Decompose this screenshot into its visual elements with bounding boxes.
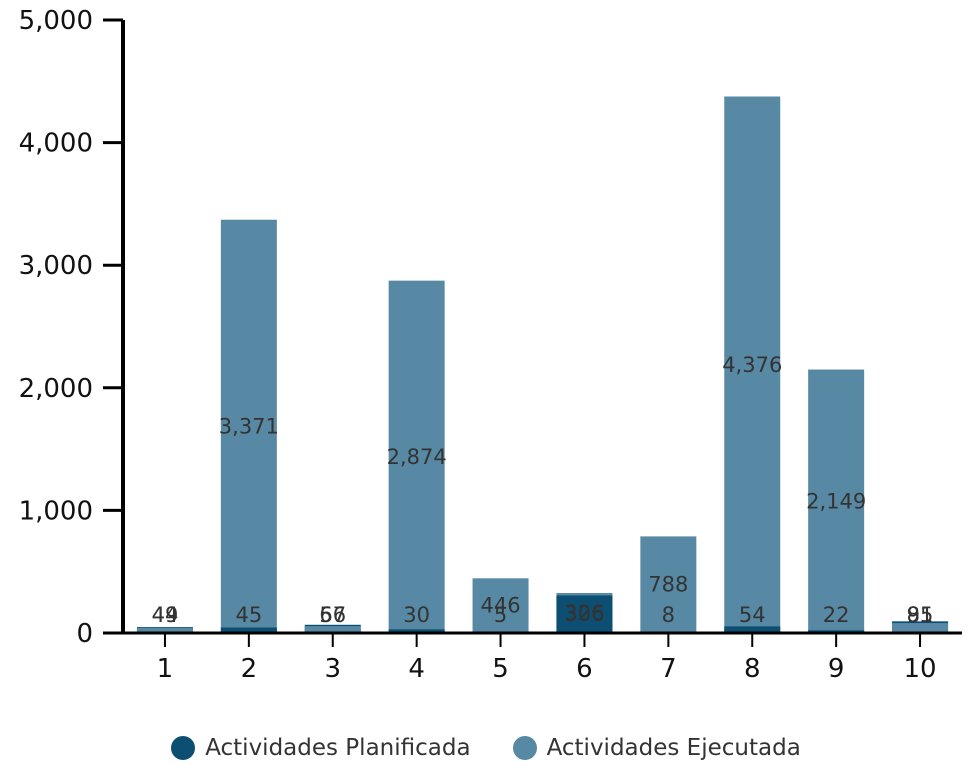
data-label-ejecutada: 4,376 bbox=[722, 353, 782, 377]
bar-ejecutada bbox=[808, 369, 865, 633]
legend-item-planificada[interactable]: Actividades Planificada bbox=[171, 735, 471, 761]
bar-ejecutada bbox=[892, 623, 949, 633]
legend-swatch bbox=[512, 736, 537, 760]
legend-label: Actividades Planificada bbox=[205, 735, 471, 761]
x-tick-label: 8 bbox=[744, 654, 761, 684]
data-label-ejecutada: 446 bbox=[481, 594, 521, 618]
data-label-planificada: 67 bbox=[319, 603, 346, 627]
bars-group bbox=[136, 96, 949, 634]
y-tick-label: 3,000 bbox=[19, 251, 93, 281]
data-label-planificada: 45 bbox=[235, 603, 262, 627]
data-label-planificada: 30 bbox=[403, 603, 430, 627]
data-label-ejecutada: 788 bbox=[648, 573, 688, 597]
data-label-ejecutada: 81 bbox=[907, 603, 934, 627]
y-tick-label: 0 bbox=[76, 619, 93, 649]
data-label-planificada: 5 bbox=[494, 603, 507, 627]
x-ticks-group: 1 2 3 4 5 6 7 8 9 10 bbox=[157, 633, 937, 684]
x-tick-label: 4 bbox=[408, 654, 425, 684]
data-label-planificada: 22 bbox=[823, 603, 850, 627]
bar-ejecutada bbox=[724, 96, 781, 634]
x-tick-label: 2 bbox=[241, 654, 258, 684]
y-tick-label: 2,000 bbox=[19, 374, 93, 404]
x-tick-label: 9 bbox=[828, 654, 845, 684]
x-tick-label: 5 bbox=[492, 654, 509, 684]
x-tick-label: 3 bbox=[324, 654, 341, 684]
legend-swatch bbox=[171, 736, 196, 760]
y-tick-label: 4,000 bbox=[19, 129, 93, 159]
data-label-ejecutada: 3,371 bbox=[219, 414, 279, 438]
data-label-planificada: 306 bbox=[564, 602, 604, 626]
bar-ejecutada bbox=[136, 627, 193, 633]
bar-planificada bbox=[556, 595, 613, 633]
data-label-planificada: 54 bbox=[739, 603, 766, 627]
x-tick-label: 6 bbox=[576, 654, 593, 684]
legend-item-ejecutada[interactable]: Actividades Ejecutada bbox=[512, 735, 801, 761]
bar-planificada bbox=[388, 629, 445, 633]
legend: Actividades Planificada Actividades Ejecu… bbox=[0, 735, 972, 761]
data-label-ejecutada: 2,149 bbox=[806, 489, 866, 513]
y-tick-label: 1,000 bbox=[19, 496, 93, 526]
data-label-ejecutada: 56 bbox=[319, 603, 346, 627]
data-label-ejecutada: 2,874 bbox=[387, 445, 447, 469]
x-tick-label: 10 bbox=[904, 654, 937, 684]
y-tick-label: 5,000 bbox=[19, 6, 93, 36]
data-label-planificada: 49 bbox=[152, 603, 179, 627]
axes-group bbox=[121, 20, 962, 635]
bar-ejecutada bbox=[640, 536, 697, 633]
bar-ejecutada bbox=[220, 219, 277, 633]
data-label-planificada: 95 bbox=[907, 603, 934, 627]
data-label-ejecutada: 44 bbox=[152, 603, 179, 627]
x-tick-label: 1 bbox=[157, 654, 174, 684]
data-label-ejecutada: 326 bbox=[564, 601, 604, 625]
bar-ejecutada bbox=[304, 626, 361, 633]
legend-label: Actividades Ejecutada bbox=[546, 735, 801, 761]
x-tick-label: 7 bbox=[660, 654, 677, 684]
bar-ejecutada bbox=[472, 578, 529, 633]
data-label-planificada: 8 bbox=[662, 603, 675, 627]
y-ticks-group: 0 1,000 2,000 3,000 4,000 5,000 bbox=[19, 6, 123, 649]
bar-planificada bbox=[220, 627, 277, 633]
bar-ejecutada bbox=[388, 280, 445, 633]
bar-planificada bbox=[724, 626, 781, 633]
